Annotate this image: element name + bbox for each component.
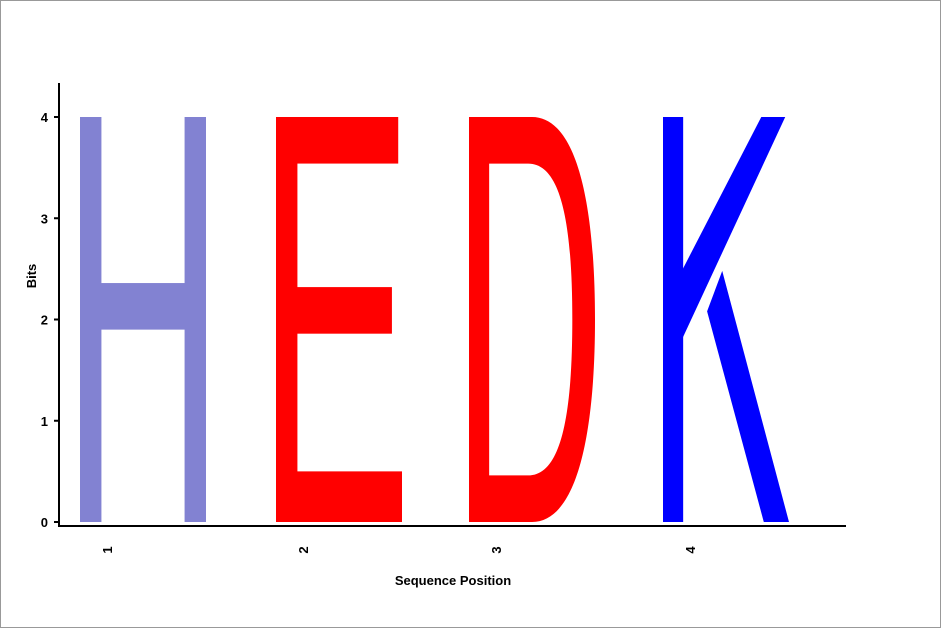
- y-axis-label: Bits: [24, 264, 39, 289]
- letter-stroke: [707, 270, 789, 522]
- letter-stroke: [276, 117, 399, 164]
- x-axis-label: Sequence Position: [395, 573, 511, 588]
- logo-letter-d: [469, 117, 595, 522]
- letter-stroke: [80, 283, 206, 330]
- x-ticks: 1 2 3 4: [100, 546, 698, 554]
- x-tick-label: 3: [489, 546, 504, 553]
- logo-letter-e: [276, 117, 402, 522]
- letter-stroke: [663, 117, 786, 381]
- y-tick-label: 1: [41, 414, 48, 429]
- y-tick-label: 0: [41, 515, 48, 530]
- logo-letters: [80, 117, 789, 522]
- letter-stroke: [469, 117, 595, 522]
- y-ticks: 0 1 2 3 4: [41, 110, 59, 530]
- x-tick-label: 4: [683, 546, 698, 554]
- y-tick-label: 3: [41, 211, 48, 226]
- logo-letter-k: [663, 117, 789, 522]
- letter-stroke: [276, 287, 392, 334]
- x-tick-label: 2: [296, 546, 311, 553]
- logo-letter-h: [80, 117, 206, 522]
- letter-stroke: [276, 471, 402, 522]
- y-tick-label: 4: [41, 110, 49, 125]
- x-tick-label: 1: [100, 546, 115, 553]
- y-tick-label: 2: [41, 313, 48, 328]
